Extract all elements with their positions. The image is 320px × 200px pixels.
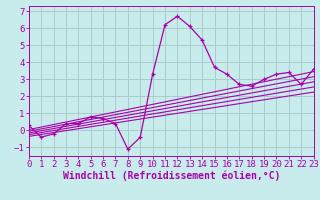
X-axis label: Windchill (Refroidissement éolien,°C): Windchill (Refroidissement éolien,°C) (62, 171, 280, 181)
